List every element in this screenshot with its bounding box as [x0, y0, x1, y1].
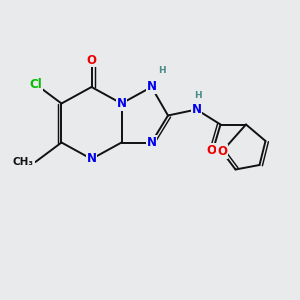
Text: O: O: [86, 53, 97, 67]
Text: N: N: [86, 152, 97, 166]
Text: O: O: [217, 145, 227, 158]
Text: N: N: [191, 103, 202, 116]
Text: N: N: [146, 136, 157, 149]
Text: H: H: [158, 66, 166, 75]
Text: O: O: [206, 143, 217, 157]
Text: N: N: [116, 97, 127, 110]
Text: H: H: [194, 91, 202, 100]
Text: CH₃: CH₃: [13, 157, 34, 167]
Text: N: N: [146, 80, 157, 94]
Text: Cl: Cl: [29, 77, 42, 91]
